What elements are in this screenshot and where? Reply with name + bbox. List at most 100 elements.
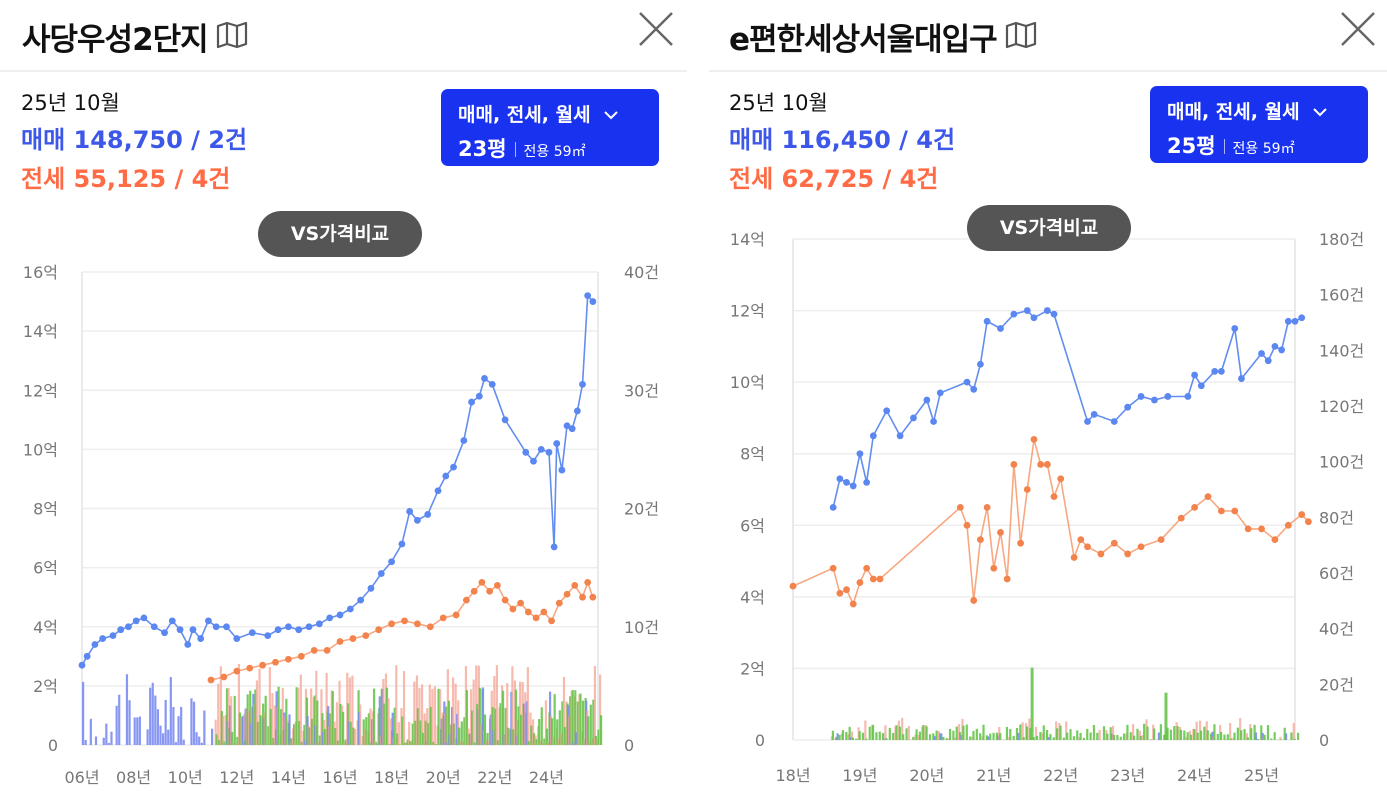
data-point[interactable] xyxy=(579,593,586,601)
data-point[interactable] xyxy=(522,448,530,456)
data-point[interactable] xyxy=(548,617,555,625)
data-point[interactable] xyxy=(970,597,978,604)
data-point[interactable] xyxy=(1151,396,1158,404)
data-point[interactable] xyxy=(1137,543,1145,551)
trade-type-filter[interactable]: 매매, 전세, 월세 xyxy=(1167,97,1328,124)
size-filter[interactable]: 23평 전용 59㎡ xyxy=(458,133,586,163)
data-point[interactable] xyxy=(212,623,220,631)
data-point[interactable] xyxy=(470,587,478,595)
data-point[interactable] xyxy=(1264,357,1272,365)
data-point[interactable] xyxy=(910,414,917,422)
data-point[interactable] xyxy=(997,529,1004,536)
data-point[interactable] xyxy=(388,558,395,566)
data-point[interactable] xyxy=(295,626,303,634)
data-point[interactable] xyxy=(223,623,230,631)
data-point[interactable] xyxy=(336,638,344,645)
data-point[interactable] xyxy=(1258,525,1265,533)
data-point[interactable] xyxy=(1043,461,1051,468)
data-point[interactable] xyxy=(452,611,460,619)
filter-button[interactable]: 매매, 전세, 월세 23평 전용 59㎡ xyxy=(441,89,659,166)
map-icon[interactable] xyxy=(1005,21,1037,57)
data-point[interactable] xyxy=(1023,307,1031,314)
data-point[interactable] xyxy=(463,596,470,604)
data-point[interactable] xyxy=(1010,461,1018,468)
data-point[interactable] xyxy=(1070,554,1078,561)
data-point[interactable] xyxy=(1057,475,1065,483)
data-point[interactable] xyxy=(349,635,357,642)
data-point[interactable] xyxy=(481,375,488,382)
data-point[interactable] xyxy=(1037,461,1045,468)
data-point[interactable] xyxy=(589,298,597,305)
data-point[interactable] xyxy=(1084,543,1091,551)
data-point[interactable] xyxy=(184,641,192,648)
data-point[interactable] xyxy=(189,626,197,634)
data-point[interactable] xyxy=(558,466,566,474)
data-point[interactable] xyxy=(1217,368,1225,375)
data-point[interactable] xyxy=(836,589,844,597)
data-point[interactable] xyxy=(1271,536,1279,543)
data-point[interactable] xyxy=(1197,382,1205,390)
data-point[interactable] xyxy=(977,360,984,368)
data-point[interactable] xyxy=(1030,314,1038,322)
data-point[interactable] xyxy=(509,605,517,613)
data-point[interactable] xyxy=(305,623,313,631)
data-point[interactable] xyxy=(233,635,241,642)
data-point[interactable] xyxy=(1043,307,1051,314)
data-point[interactable] xyxy=(285,655,292,663)
data-point[interactable] xyxy=(869,575,877,583)
data-point[interactable] xyxy=(936,389,944,397)
data-point[interactable] xyxy=(460,437,468,444)
data-point[interactable] xyxy=(478,579,486,586)
filter-button[interactable]: 매매, 전세, 월세 25평 전용 59㎡ xyxy=(1150,86,1368,163)
data-point[interactable] xyxy=(424,511,432,518)
data-point[interactable] xyxy=(1231,325,1239,332)
data-point[interactable] xyxy=(843,586,850,594)
data-point[interactable] xyxy=(555,599,563,607)
data-point[interactable] xyxy=(789,582,797,590)
data-point[interactable] xyxy=(573,407,581,415)
data-point[interactable] xyxy=(829,503,837,511)
data-point[interactable] xyxy=(849,600,857,608)
data-point[interactable] xyxy=(876,575,884,583)
data-point[interactable] xyxy=(1278,346,1286,354)
data-point[interactable] xyxy=(532,614,540,622)
data-point[interactable] xyxy=(285,623,292,631)
data-point[interactable] xyxy=(1157,536,1165,543)
data-point[interactable] xyxy=(401,617,408,625)
data-point[interactable] xyxy=(1017,539,1024,547)
data-point[interactable] xyxy=(849,482,857,490)
data-point[interactable] xyxy=(326,614,334,622)
data-point[interactable] xyxy=(246,664,254,672)
data-point[interactable] xyxy=(310,647,318,654)
trade-type-filter[interactable]: 매매, 전세, 월세 xyxy=(458,100,619,127)
data-point[interactable] xyxy=(1137,393,1145,400)
data-point[interactable] xyxy=(414,516,421,524)
data-point[interactable] xyxy=(388,620,395,628)
data-point[interactable] xyxy=(493,581,501,589)
data-point[interactable] xyxy=(1084,418,1091,425)
data-point[interactable] xyxy=(1164,393,1172,400)
data-point[interactable] xyxy=(315,620,323,628)
data-point[interactable] xyxy=(1298,314,1306,322)
data-point[interactable] xyxy=(362,632,370,640)
data-point[interactable] xyxy=(323,647,331,654)
data-point[interactable] xyxy=(367,584,375,592)
data-point[interactable] xyxy=(346,605,354,613)
data-point[interactable] xyxy=(475,392,483,400)
data-point[interactable] xyxy=(863,564,871,572)
data-point[interactable] xyxy=(450,463,457,471)
size-filter[interactable]: 25평 전용 59㎡ xyxy=(1167,130,1295,160)
data-point[interactable] xyxy=(406,508,414,515)
data-point[interactable] xyxy=(843,478,850,486)
data-point[interactable] xyxy=(863,478,871,486)
data-point[interactable] xyxy=(829,564,837,572)
data-point[interactable] xyxy=(426,623,434,631)
data-point[interactable] xyxy=(550,543,558,551)
data-point[interactable] xyxy=(1304,518,1312,526)
data-point[interactable] xyxy=(545,448,553,456)
data-point[interactable] xyxy=(1204,493,1212,501)
data-point[interactable] xyxy=(1284,521,1292,529)
data-point[interactable] xyxy=(963,378,971,386)
data-point[interactable] xyxy=(1110,418,1118,425)
data-point[interactable] xyxy=(584,579,592,586)
